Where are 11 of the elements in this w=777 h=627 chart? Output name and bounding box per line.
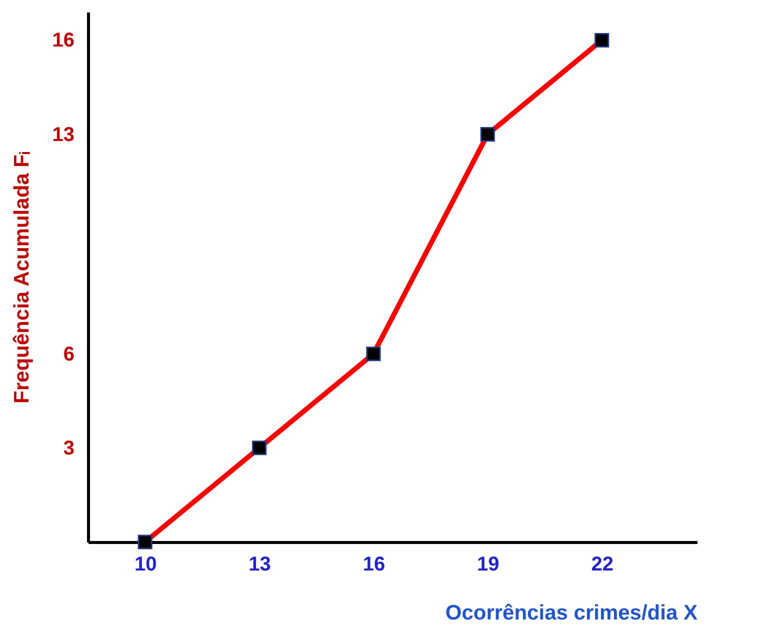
x-tick-label: 16: [362, 554, 386, 576]
x-axis-title: Ocorrências crimes/dia X: [445, 602, 698, 624]
x-tick-label: 22: [591, 554, 614, 576]
y-tick-label: 3: [63, 437, 74, 460]
x-tick-label: 19: [477, 554, 500, 576]
y-axis-title: Frequência Acumulada Fᵢ: [10, 152, 34, 404]
x-tick-label: 10: [134, 554, 157, 576]
y-tick-label: 13: [52, 124, 74, 146]
y-tick-label: 16: [52, 30, 74, 52]
y-tick-label: 6: [63, 343, 74, 366]
x-tick-label: 13: [248, 554, 271, 576]
